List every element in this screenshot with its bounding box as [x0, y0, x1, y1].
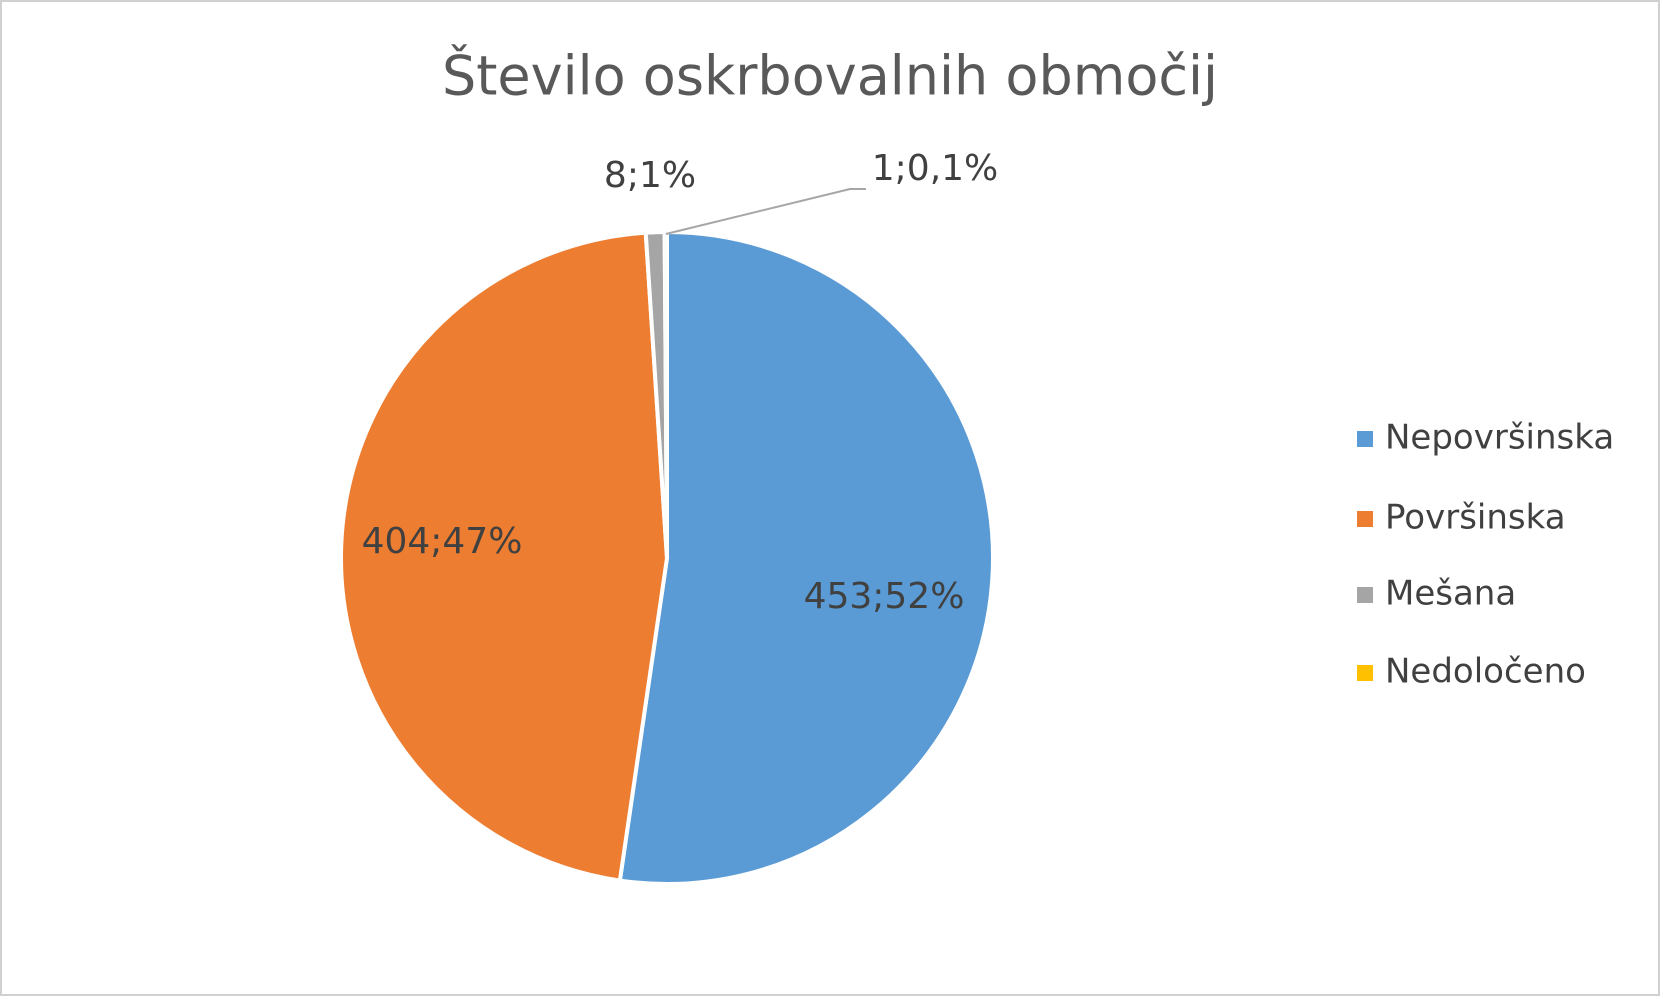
legend-label: Površinska [1385, 498, 1566, 538]
leader-line [665, 188, 866, 235]
pie-slice [339, 230, 670, 883]
data-label: 453;52% [804, 576, 965, 617]
legend-label: Nepovršinska [1385, 418, 1614, 458]
data-label: 1;0,1% [872, 148, 999, 189]
pie-slice [617, 229, 995, 886]
legend-swatch [1357, 511, 1373, 527]
pie-slice [662, 229, 669, 559]
legend-label: Mešana [1385, 574, 1516, 614]
data-label: 404;47% [362, 521, 523, 562]
chart-title: Število oskrbovalnih območij [442, 45, 1218, 108]
legend-swatch [1357, 587, 1373, 603]
data-label: 8;1% [604, 155, 696, 196]
legend-label: Nedoločeno [1385, 652, 1586, 692]
legend-swatch [1357, 665, 1373, 681]
legend-swatch [1357, 431, 1373, 447]
